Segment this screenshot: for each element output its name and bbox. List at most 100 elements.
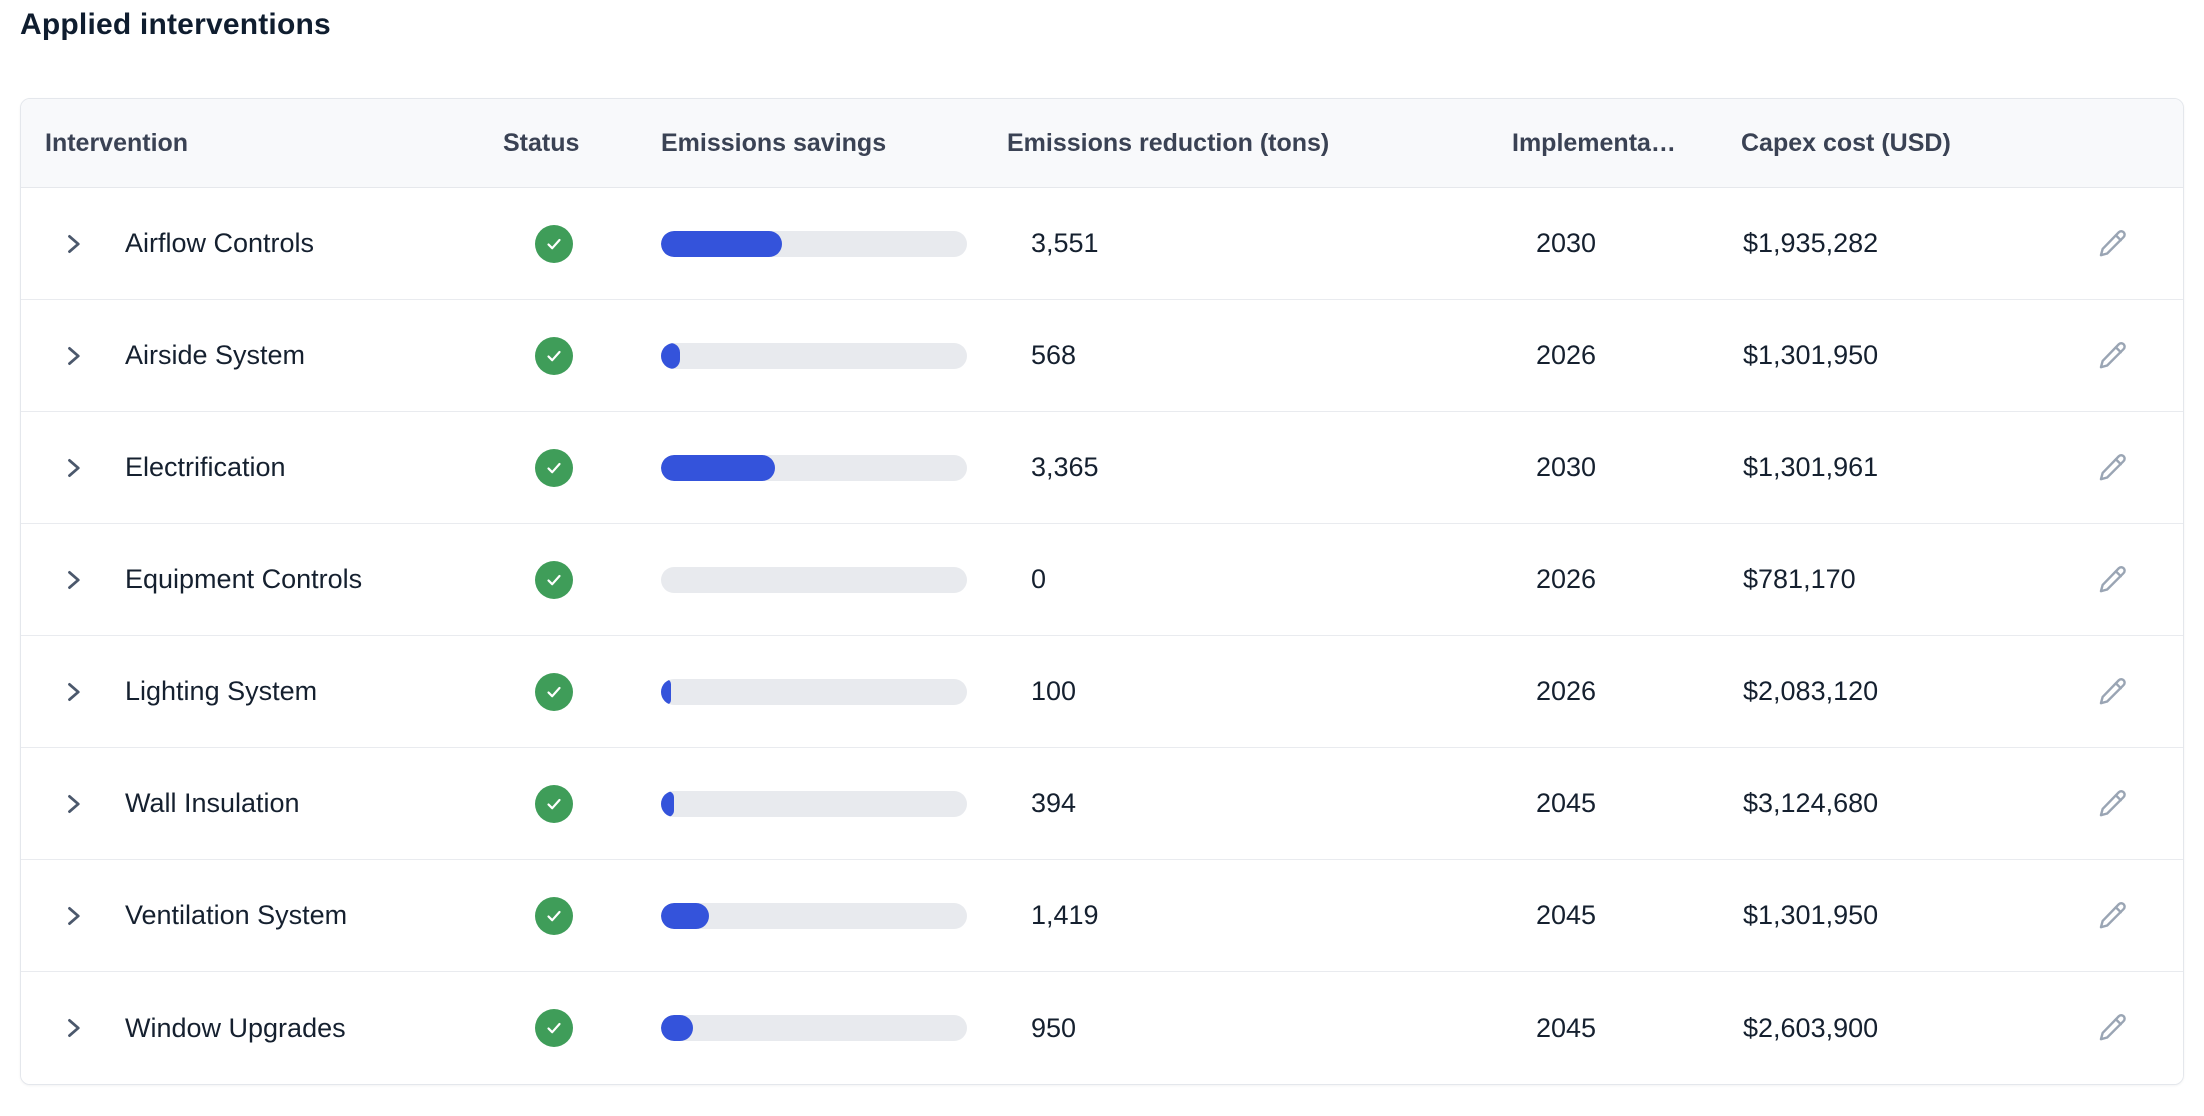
edit-row-button[interactable]: [2090, 782, 2134, 826]
capex-cost-value: $3,124,680: [1743, 788, 1879, 818]
edit-cell: [2040, 446, 2183, 490]
edit-row-button[interactable]: [2090, 334, 2134, 378]
check-icon: [547, 238, 561, 249]
implementation-year-value: 2026: [1536, 564, 1597, 594]
status-complete-badge: [535, 896, 573, 935]
edit-row-button[interactable]: [2090, 1006, 2134, 1050]
emissions-reduction-value: 394: [1031, 788, 1077, 818]
emissions-savings-cell: [641, 902, 987, 929]
pencil-icon: [2099, 453, 2126, 480]
savings-progress-track: [661, 230, 967, 257]
emissions-savings-cell: [641, 454, 987, 481]
edit-row-button[interactable]: [2090, 894, 2134, 938]
intervention-name: Window Upgrades: [125, 1012, 346, 1043]
intervention-cell: Wall Insulation: [21, 788, 483, 820]
status-complete-badge: [535, 448, 573, 487]
edit-cell: [2040, 334, 2183, 378]
status-cell: [483, 784, 641, 823]
implementation-year-value: 2030: [1536, 228, 1597, 258]
table-row[interactable]: Electrification 3,365 2030 $1,301,961: [21, 412, 2183, 524]
check-icon: [547, 1022, 561, 1034]
edit-row-button[interactable]: [2090, 222, 2134, 266]
table-row[interactable]: Lighting System 100 2026 $2,083,120: [21, 636, 2183, 748]
pencil-icon: [2099, 565, 2126, 592]
pencil-icon: [2099, 229, 2126, 256]
intervention-name: Wall Insulation: [125, 788, 300, 818]
status-cell: [483, 336, 641, 375]
table-row[interactable]: Equipment Controls 0 2026 $781,170: [21, 524, 2183, 636]
savings-progress-track: [661, 678, 967, 705]
emissions-reduction-value: 100: [1031, 676, 1077, 706]
capex-cost-value: $1,935,282: [1743, 228, 1879, 258]
capex-cost-value: $781,170: [1743, 564, 1856, 594]
capex-cost-value: $2,083,120: [1743, 676, 1879, 706]
edit-cell: [2040, 222, 2183, 266]
implementation-year-value: 2045: [1536, 788, 1597, 818]
emissions-reduction-value: 3,551: [1031, 228, 1099, 258]
intervention-name: Lighting System: [125, 676, 318, 706]
savings-progress-track: [661, 342, 967, 369]
table-row[interactable]: Window Upgrades 950 2045 $2,603,900: [21, 972, 2183, 1084]
emissions-reduction-value: 3,365: [1031, 452, 1099, 482]
expand-row-button[interactable]: [57, 452, 89, 484]
check-icon: [547, 350, 561, 361]
savings-progress-fill: [661, 678, 671, 705]
intervention-name: Airside System: [125, 340, 306, 370]
expand-row-button[interactable]: [57, 228, 89, 260]
check-icon: [547, 686, 561, 697]
status-complete-badge: [535, 560, 573, 599]
expand-row-button[interactable]: [57, 1012, 89, 1044]
check-icon: [547, 574, 561, 585]
table-row[interactable]: Airside System 568 2026 $1,301,950: [21, 300, 2183, 412]
expand-row-button[interactable]: [57, 788, 89, 820]
pencil-icon: [2099, 901, 2126, 928]
intervention-cell: Window Upgrades: [21, 1012, 483, 1044]
status-complete-badge: [535, 224, 573, 263]
chevron-right-icon: [68, 458, 80, 477]
status-complete-badge: [535, 672, 573, 711]
emissions-savings-cell: [641, 566, 987, 593]
intervention-name: Electrification: [125, 452, 286, 482]
savings-progress-track: [661, 566, 967, 593]
emissions-reduction-value: 568: [1031, 340, 1077, 370]
intervention-cell: Ventilation System: [21, 900, 483, 932]
edit-row-button[interactable]: [2090, 558, 2134, 602]
chevron-right-icon: [68, 906, 80, 925]
intervention-name: Equipment Controls: [125, 564, 363, 594]
savings-progress-track: [661, 790, 967, 817]
emissions-savings-cell: [641, 230, 987, 257]
emissions-savings-cell: [641, 678, 987, 705]
status-complete-badge: [535, 1009, 573, 1047]
pencil-icon: [2099, 1014, 2126, 1041]
edit-row-button[interactable]: [2090, 446, 2134, 490]
column-header-status: Status: [503, 128, 580, 157]
status-cell: [483, 1009, 641, 1047]
capex-cost-value: $1,301,950: [1743, 340, 1879, 370]
table-row[interactable]: Ventilation System 1,419 2045 $1,301,950: [21, 860, 2183, 972]
expand-row-button[interactable]: [57, 900, 89, 932]
intervention-name: Airflow Controls: [125, 228, 315, 258]
column-header-emissions-reduction: Emissions reduction (tons): [1007, 128, 1330, 157]
edit-cell: [2040, 1006, 2183, 1050]
status-cell: [483, 224, 641, 263]
expand-row-button[interactable]: [57, 676, 89, 708]
edit-row-button[interactable]: [2090, 670, 2134, 714]
emissions-reduction-value: 950: [1031, 1012, 1077, 1043]
status-complete-badge: [535, 336, 573, 375]
column-header-implementation: Implementa…: [1512, 128, 1676, 157]
savings-progress-track: [661, 902, 967, 929]
chevron-right-icon: [68, 1019, 80, 1037]
intervention-cell: Lighting System: [21, 676, 483, 708]
check-icon: [547, 798, 561, 809]
chevron-right-icon: [68, 346, 80, 365]
edit-cell: [2040, 558, 2183, 602]
table-row[interactable]: Airflow Controls 3,551 2030 $1,935,282: [21, 188, 2183, 300]
pencil-icon: [2099, 341, 2126, 368]
expand-row-button[interactable]: [57, 340, 89, 372]
expand-row-button[interactable]: [57, 564, 89, 596]
status-cell: [483, 448, 641, 487]
emissions-savings-cell: [641, 790, 987, 817]
check-icon: [547, 462, 561, 473]
table-row[interactable]: Wall Insulation 394 2045 $3,124,680: [21, 748, 2183, 860]
